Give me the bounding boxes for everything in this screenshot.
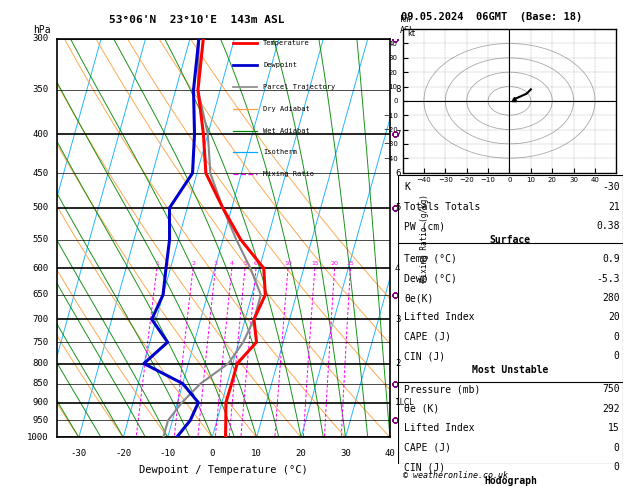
Text: CAPE (J): CAPE (J) xyxy=(404,332,452,342)
Text: -5.3: -5.3 xyxy=(596,274,620,284)
Text: 0: 0 xyxy=(614,462,620,472)
Text: 0: 0 xyxy=(614,443,620,453)
Text: Dewpoint / Temperature (°C): Dewpoint / Temperature (°C) xyxy=(139,465,308,475)
Text: 950: 950 xyxy=(32,416,48,425)
Text: Surface: Surface xyxy=(490,235,531,245)
Text: Temperature: Temperature xyxy=(264,40,310,46)
Text: CAPE (J): CAPE (J) xyxy=(404,443,452,453)
Text: PW (cm): PW (cm) xyxy=(404,221,445,231)
Text: Lifted Index: Lifted Index xyxy=(404,312,475,323)
Text: 750: 750 xyxy=(602,384,620,395)
Text: 6: 6 xyxy=(395,169,400,177)
Text: 3: 3 xyxy=(395,315,400,324)
Text: 8: 8 xyxy=(395,86,400,94)
Text: 53°06'N  23°10'E  143m ASL: 53°06'N 23°10'E 143m ASL xyxy=(109,15,284,25)
Text: Dewpoint: Dewpoint xyxy=(264,62,298,68)
Text: 15: 15 xyxy=(311,261,319,266)
Text: 800: 800 xyxy=(32,359,48,368)
Text: Parcel Trajectory: Parcel Trajectory xyxy=(264,84,335,90)
Text: Lifted Index: Lifted Index xyxy=(404,423,475,434)
Text: 280: 280 xyxy=(602,293,620,303)
Text: Temp (°C): Temp (°C) xyxy=(404,254,457,264)
Text: 1000: 1000 xyxy=(27,433,48,442)
Text: 0: 0 xyxy=(614,351,620,362)
Text: 21: 21 xyxy=(608,202,620,212)
Text: 2: 2 xyxy=(395,359,400,368)
Text: 09.05.2024  06GMT  (Base: 18): 09.05.2024 06GMT (Base: 18) xyxy=(401,12,582,22)
Text: 25: 25 xyxy=(347,261,354,266)
Text: 1LCL: 1LCL xyxy=(395,398,413,407)
Text: 300: 300 xyxy=(32,35,48,43)
Text: 2: 2 xyxy=(191,261,195,266)
Text: Isotherm: Isotherm xyxy=(264,150,298,156)
Text: 600: 600 xyxy=(32,264,48,273)
Text: 40: 40 xyxy=(384,450,396,458)
Text: Hodograph: Hodograph xyxy=(484,476,537,486)
Text: 6: 6 xyxy=(254,261,258,266)
Text: θe(K): θe(K) xyxy=(404,293,434,303)
Text: -10: -10 xyxy=(160,450,175,458)
Text: CIN (J): CIN (J) xyxy=(404,351,445,362)
Text: Dry Adiabat: Dry Adiabat xyxy=(264,105,310,112)
Text: 4: 4 xyxy=(230,261,234,266)
Text: 850: 850 xyxy=(32,379,48,388)
Text: Mixing Ratio: Mixing Ratio xyxy=(264,172,314,177)
Text: 292: 292 xyxy=(602,404,620,414)
Text: 20: 20 xyxy=(608,312,620,323)
Text: 20: 20 xyxy=(331,261,338,266)
Text: 0.38: 0.38 xyxy=(596,221,620,231)
Text: 10: 10 xyxy=(284,261,292,266)
Text: 350: 350 xyxy=(32,86,48,94)
Text: -20: -20 xyxy=(115,450,131,458)
Text: 5: 5 xyxy=(243,261,247,266)
Text: 500: 500 xyxy=(32,204,48,212)
Text: 30: 30 xyxy=(340,450,351,458)
Text: 20: 20 xyxy=(296,450,306,458)
Text: -30: -30 xyxy=(602,182,620,192)
Text: Pressure (mb): Pressure (mb) xyxy=(404,384,481,395)
Text: Mixing Ratio (g/kg): Mixing Ratio (g/kg) xyxy=(420,194,429,282)
Text: 450: 450 xyxy=(32,169,48,177)
Text: Wet Adiabat: Wet Adiabat xyxy=(264,127,310,134)
Text: 0.9: 0.9 xyxy=(602,254,620,264)
Text: Dewp (°C): Dewp (°C) xyxy=(404,274,457,284)
Text: © weatheronline.co.uk: © weatheronline.co.uk xyxy=(403,471,508,480)
Text: K: K xyxy=(404,182,410,192)
Text: 650: 650 xyxy=(32,290,48,299)
Text: 900: 900 xyxy=(32,398,48,407)
Text: 0: 0 xyxy=(614,332,620,342)
Text: 0: 0 xyxy=(209,450,215,458)
Text: 7: 7 xyxy=(395,130,400,139)
Text: Totals Totals: Totals Totals xyxy=(404,202,481,212)
Text: km
ASL: km ASL xyxy=(400,16,415,35)
Text: hPa: hPa xyxy=(33,25,51,35)
Text: 15: 15 xyxy=(608,423,620,434)
Text: CIN (J): CIN (J) xyxy=(404,462,445,472)
Text: kt: kt xyxy=(407,29,415,38)
Text: θe (K): θe (K) xyxy=(404,404,440,414)
Text: 1: 1 xyxy=(395,398,400,407)
Text: 750: 750 xyxy=(32,338,48,347)
Text: 1: 1 xyxy=(155,261,159,266)
Text: 4: 4 xyxy=(395,264,400,273)
Text: 700: 700 xyxy=(32,315,48,324)
Text: 10: 10 xyxy=(251,450,262,458)
Text: 400: 400 xyxy=(32,130,48,139)
Text: -30: -30 xyxy=(71,450,87,458)
Text: 3: 3 xyxy=(213,261,218,266)
Text: 550: 550 xyxy=(32,235,48,244)
Text: Most Unstable: Most Unstable xyxy=(472,365,548,375)
Text: 5: 5 xyxy=(395,204,400,212)
